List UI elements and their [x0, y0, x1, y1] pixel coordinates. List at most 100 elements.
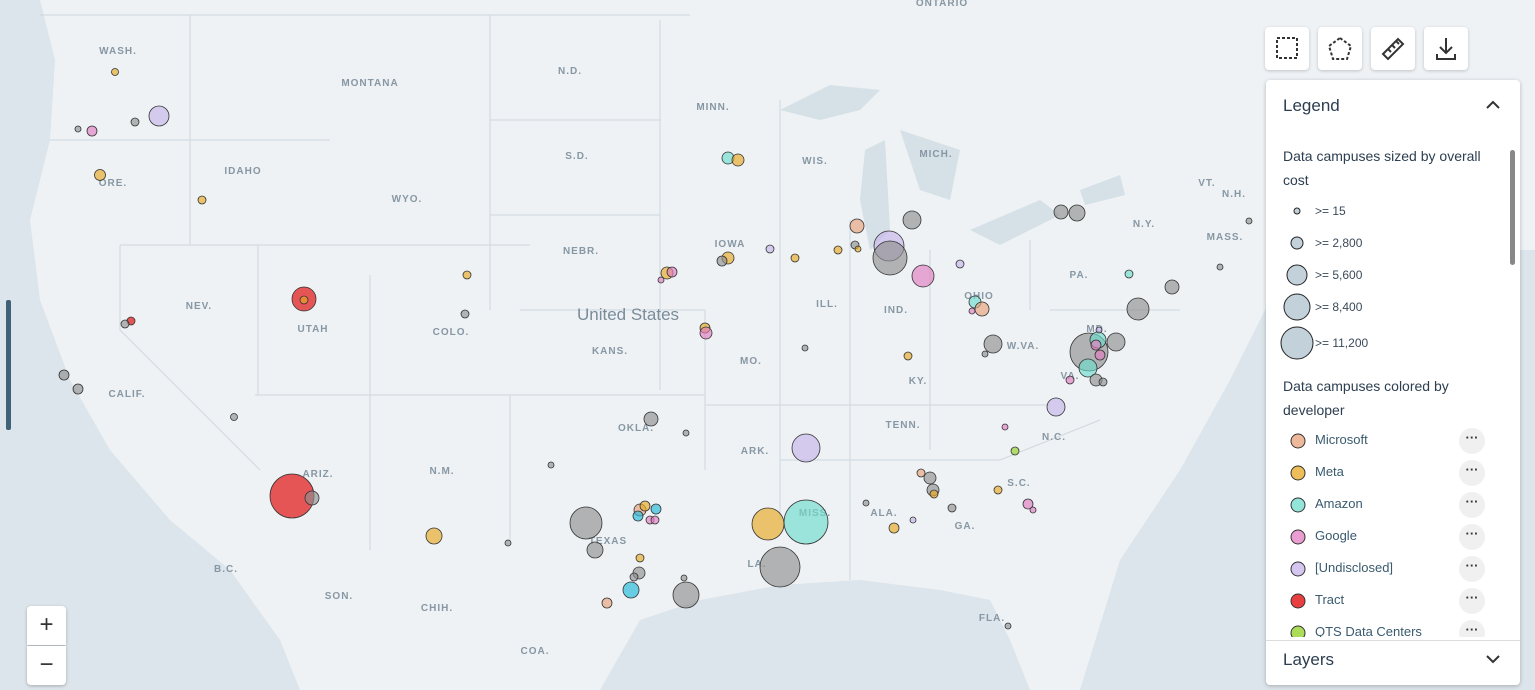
- size-swatch: [1286, 264, 1308, 286]
- state-label: IND.: [884, 305, 908, 316]
- layers-title: Layers: [1283, 650, 1335, 669]
- campus: [929, 489, 939, 499]
- developer-name: Tract: [1315, 592, 1345, 607]
- campus: [903, 351, 913, 361]
- state-label: B.C.: [214, 564, 238, 575]
- campus: [1090, 339, 1102, 351]
- state-label: MO.: [740, 356, 762, 367]
- developer-swatch: [1290, 497, 1306, 513]
- state-label: MASS.: [1207, 232, 1244, 243]
- pacific-ocean: [0, 0, 300, 690]
- developer-menu[interactable]: ···: [1459, 620, 1485, 637]
- campus: [230, 413, 238, 421]
- developer-menu[interactable]: ···: [1459, 460, 1485, 486]
- size-label: >= 2,800: [1315, 236, 1363, 250]
- campus: [622, 581, 640, 599]
- developer-swatch: [1290, 593, 1306, 609]
- campus: [751, 507, 785, 541]
- developer-swatch: [1290, 561, 1306, 577]
- campus: [304, 490, 320, 506]
- campus: [974, 301, 990, 317]
- size-swatch: [1293, 207, 1301, 215]
- campus: [462, 270, 472, 280]
- campus: [909, 516, 917, 524]
- state-label: UTAH: [297, 324, 328, 335]
- state-label: S.C.: [1007, 478, 1030, 489]
- developer-row: Amazon ···: [1284, 492, 1504, 518]
- campus: [299, 295, 309, 305]
- campus: [666, 266, 678, 278]
- state-label: WASH.: [99, 46, 137, 57]
- size-label: >= 5,600: [1315, 268, 1363, 282]
- developer-menu[interactable]: ···: [1459, 556, 1485, 582]
- campus: [731, 153, 745, 167]
- campus: [1029, 506, 1037, 514]
- campus: [1098, 377, 1108, 387]
- campus: [1068, 204, 1086, 222]
- developer-menu[interactable]: ···: [1459, 588, 1485, 614]
- campus: [682, 429, 690, 437]
- campus: [791, 433, 821, 463]
- developer-swatch: [1290, 625, 1306, 637]
- developer-menu[interactable]: ···: [1459, 492, 1485, 518]
- download[interactable]: [1424, 27, 1468, 70]
- color-heading: Data campuses colored by developer: [1283, 378, 1449, 418]
- great-lakes: [780, 85, 1125, 250]
- developer-row: [Undisclosed] ···: [1284, 556, 1504, 582]
- campus: [1053, 204, 1069, 220]
- campus: [460, 309, 470, 319]
- expand[interactable]: [1484, 652, 1502, 666]
- developer-menu[interactable]: ···: [1459, 428, 1485, 454]
- campus: [872, 240, 908, 276]
- campus: [783, 499, 829, 545]
- state-label: ONTARIO: [916, 0, 968, 9]
- campus: [1078, 358, 1098, 378]
- campus: [650, 515, 660, 525]
- developer-dot: [1290, 593, 1306, 609]
- campus: [1094, 349, 1106, 361]
- zoom-in[interactable]: +: [27, 606, 66, 645]
- campus: [759, 546, 801, 588]
- campus: [111, 68, 119, 76]
- developer-dot: [1290, 497, 1306, 513]
- state-label: N.H.: [1222, 189, 1246, 200]
- developer-menu[interactable]: ···: [1459, 524, 1485, 550]
- state-label: ORE.: [99, 178, 127, 189]
- state-label: ALA.: [870, 508, 897, 519]
- campus: [120, 319, 130, 329]
- campus: [1245, 217, 1253, 225]
- developer-name: Microsoft: [1315, 432, 1368, 447]
- developer-row: Meta ···: [1284, 460, 1504, 486]
- developer-name: Google: [1315, 528, 1357, 543]
- state-label: TENN.: [886, 420, 921, 431]
- campus: [74, 125, 82, 133]
- campus: [1216, 263, 1224, 271]
- state-label: N.C.: [1042, 432, 1066, 443]
- collapse[interactable]: [1484, 98, 1502, 112]
- developer-name: Meta: [1315, 464, 1344, 479]
- campus: [650, 503, 662, 515]
- state-label: KY.: [909, 376, 928, 387]
- state-label: S.D.: [565, 151, 588, 162]
- campus: [955, 259, 965, 269]
- rect-select[interactable]: [1265, 27, 1309, 70]
- state-label: MICH.: [919, 149, 952, 160]
- map-labels: ONTARIO WASH. MONTANA N.D. MINN. IDAHO ORE. WYO…: [99, 0, 1246, 657]
- campus: [1124, 269, 1134, 279]
- campus: [790, 253, 800, 263]
- state-borders: [40, 14, 1180, 580]
- campus: [58, 369, 70, 381]
- measure[interactable]: [1371, 27, 1415, 70]
- campus: [586, 541, 604, 559]
- polygon-select[interactable]: [1318, 27, 1362, 70]
- state-label: IDAHO: [224, 166, 261, 177]
- campus: [888, 522, 900, 534]
- campus: [86, 125, 98, 137]
- developer-dot: [1290, 465, 1306, 481]
- gulf: [600, 580, 1030, 690]
- scrollbar: [1508, 140, 1516, 625]
- campus: [547, 461, 555, 469]
- state-label: IOWA: [715, 239, 746, 250]
- zoom-out[interactable]: −: [27, 646, 66, 685]
